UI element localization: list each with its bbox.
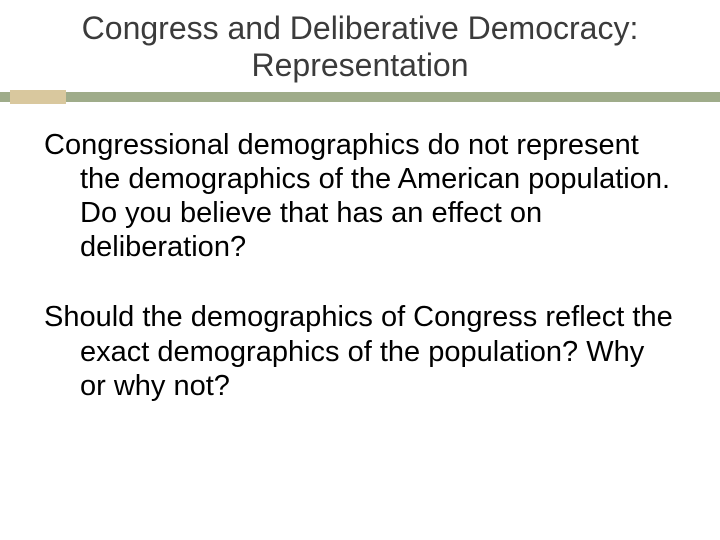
accent-bar-line [0,92,720,102]
accent-block [10,90,66,104]
slide-title: Congress and Deliberative Democracy: Rep… [40,10,680,84]
slide: Congress and Deliberative Democracy: Rep… [0,0,720,540]
paragraph-1: Congressional demographics do not repres… [44,128,676,265]
title-area: Congress and Deliberative Democracy: Rep… [0,0,720,84]
paragraph-2: Should the demographics of Congress refl… [44,300,676,403]
accent-bar [0,90,720,104]
body-area: Congressional demographics do not repres… [0,104,720,404]
